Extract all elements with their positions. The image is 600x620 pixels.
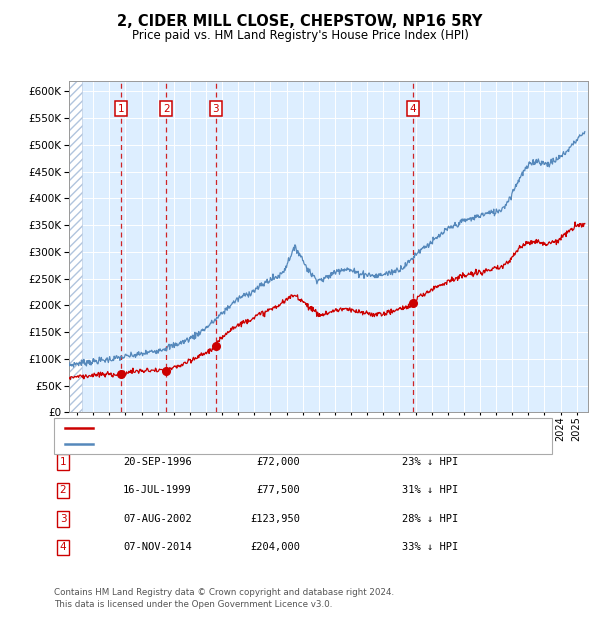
Text: 2, CIDER MILL CLOSE, CHEPSTOW, NP16 5RY (detached house): 2, CIDER MILL CLOSE, CHEPSTOW, NP16 5RY … xyxy=(98,423,410,433)
Text: 2: 2 xyxy=(163,104,170,114)
Polygon shape xyxy=(69,81,82,412)
Text: 31% ↓ HPI: 31% ↓ HPI xyxy=(402,485,458,495)
Text: 2, CIDER MILL CLOSE, CHEPSTOW, NP16 5RY: 2, CIDER MILL CLOSE, CHEPSTOW, NP16 5RY xyxy=(118,14,482,29)
Text: HPI: Average price, detached house, Monmouthshire: HPI: Average price, detached house, Monm… xyxy=(98,439,360,449)
Text: 4: 4 xyxy=(59,542,67,552)
Text: 23% ↓ HPI: 23% ↓ HPI xyxy=(402,457,458,467)
Text: 33% ↓ HPI: 33% ↓ HPI xyxy=(402,542,458,552)
Text: £204,000: £204,000 xyxy=(250,542,300,552)
Text: 28% ↓ HPI: 28% ↓ HPI xyxy=(402,514,458,524)
Text: 20-SEP-1996: 20-SEP-1996 xyxy=(123,457,192,467)
Text: 4: 4 xyxy=(410,104,416,114)
Text: Contains HM Land Registry data © Crown copyright and database right 2024.
This d: Contains HM Land Registry data © Crown c… xyxy=(54,588,394,609)
Text: 1: 1 xyxy=(118,104,124,114)
Text: £123,950: £123,950 xyxy=(250,514,300,524)
Text: Price paid vs. HM Land Registry's House Price Index (HPI): Price paid vs. HM Land Registry's House … xyxy=(131,30,469,42)
Text: £77,500: £77,500 xyxy=(256,485,300,495)
Text: 07-AUG-2002: 07-AUG-2002 xyxy=(123,514,192,524)
Text: 1: 1 xyxy=(59,457,67,467)
Text: 16-JUL-1999: 16-JUL-1999 xyxy=(123,485,192,495)
Text: 3: 3 xyxy=(59,514,67,524)
Text: 3: 3 xyxy=(212,104,219,114)
Text: £72,000: £72,000 xyxy=(256,457,300,467)
Text: 2: 2 xyxy=(59,485,67,495)
Text: 07-NOV-2014: 07-NOV-2014 xyxy=(123,542,192,552)
